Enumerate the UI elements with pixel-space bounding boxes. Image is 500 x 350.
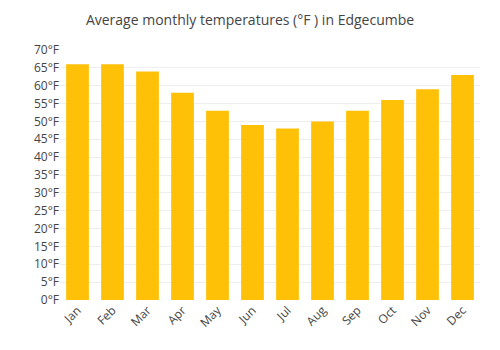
- svg-text:May: May: [196, 301, 225, 330]
- svg-text:0°F: 0°F: [41, 291, 59, 308]
- svg-text:Jul: Jul: [272, 302, 294, 324]
- svg-text:Oct: Oct: [374, 302, 400, 328]
- svg-text:Nov: Nov: [407, 302, 435, 330]
- svg-text:Aug: Aug: [302, 302, 330, 330]
- svg-text:60°F: 60°F: [34, 77, 59, 94]
- svg-text:10°F: 10°F: [34, 255, 59, 272]
- svg-text:55°F: 55°F: [34, 95, 59, 112]
- svg-text:Average monthly temperatures (: Average monthly temperatures (°F ) in Ed…: [86, 10, 414, 29]
- svg-text:35°F: 35°F: [34, 166, 59, 183]
- svg-text:Mar: Mar: [127, 302, 155, 330]
- svg-text:20°F: 20°F: [34, 220, 59, 237]
- svg-text:30°F: 30°F: [34, 184, 59, 201]
- svg-text:70°F: 70°F: [34, 41, 59, 58]
- svg-text:Jan: Jan: [60, 302, 85, 327]
- svg-text:65°F: 65°F: [34, 59, 59, 76]
- svg-text:Apr: Apr: [164, 302, 190, 328]
- svg-text:Dec: Dec: [443, 302, 470, 329]
- svg-text:15°F: 15°F: [34, 238, 59, 255]
- svg-text:50°F: 50°F: [34, 113, 59, 130]
- svg-text:25°F: 25°F: [34, 202, 59, 219]
- svg-text:Jun: Jun: [234, 302, 259, 327]
- svg-text:Sep: Sep: [338, 302, 365, 329]
- svg-text:40°F: 40°F: [34, 148, 59, 165]
- svg-text:5°F: 5°F: [41, 273, 59, 290]
- svg-text:Feb: Feb: [93, 302, 119, 328]
- svg-text:45°F: 45°F: [34, 130, 59, 147]
